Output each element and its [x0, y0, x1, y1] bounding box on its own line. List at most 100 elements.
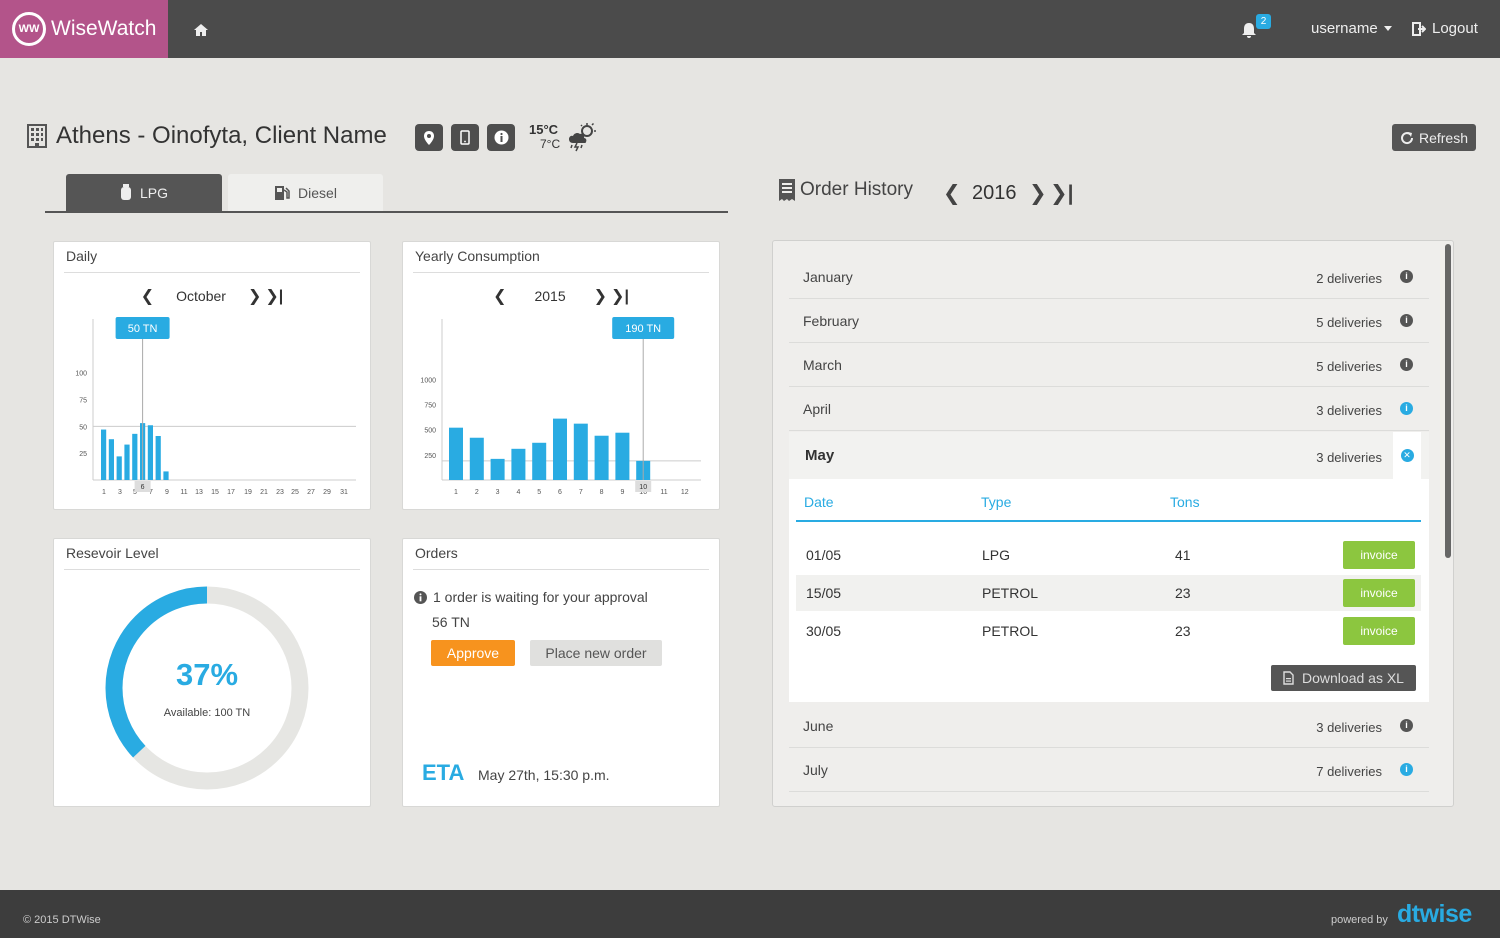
logout-link[interactable]: Logout — [1412, 20, 1478, 37]
location-button[interactable] — [415, 124, 443, 151]
month-row-july[interactable]: July 7 deliveries i — [789, 748, 1429, 792]
x-tick-label: 6 — [558, 489, 562, 496]
x-tick-label: 12 — [681, 489, 689, 496]
download-xl-label: Download as XL — [1302, 670, 1404, 686]
chart-bar — [132, 433, 138, 480]
chart-bar — [594, 435, 609, 480]
refresh-button[interactable]: Refresh — [1392, 124, 1476, 151]
file-icon — [1283, 671, 1294, 685]
temperature-low: 7°C — [540, 137, 561, 151]
delivery-count: 3 deliveries — [1316, 450, 1382, 465]
chart-bar — [469, 437, 484, 480]
cell-type: PETROL — [982, 623, 1039, 639]
order-history-panel: January 2 deliveries i February 5 delive… — [772, 240, 1454, 807]
delivery-count: 5 deliveries — [1316, 359, 1382, 374]
month-row-march[interactable]: March 5 deliveries i — [789, 343, 1429, 387]
daily-panel: Daily ❮ October ❯ ❯| 25 50 75 100 1 3 5 7 9 11 13 1… — [53, 241, 371, 510]
dtwise-logo[interactable]: dtwise — [1397, 900, 1472, 928]
reservoir-gauge: 37% Available: 100 TN — [102, 583, 312, 793]
pending-order-text: 1 order is waiting for your approval — [433, 589, 648, 605]
next-year-button[interactable]: ❯ — [593, 288, 608, 305]
info-icon[interactable]: i — [1400, 314, 1413, 327]
chart-bar — [108, 439, 114, 480]
month-row-april[interactable]: April 3 deliveries i — [789, 387, 1429, 431]
refresh-label: Refresh — [1418, 129, 1469, 146]
x-tick-label: 23 — [276, 489, 284, 496]
x-tick-label: 7 — [149, 489, 153, 496]
chart-bar — [553, 418, 567, 480]
x-tick-label: 3 — [118, 489, 122, 496]
divider — [413, 569, 709, 570]
x-tick-label: 9 — [165, 489, 169, 496]
month-row-january[interactable]: January 2 deliveries i — [789, 255, 1429, 299]
building-icon — [27, 124, 47, 148]
notification-bell-icon[interactable] — [1240, 20, 1258, 40]
tab-lpg[interactable]: LPG — [66, 174, 222, 211]
last-year-history-button[interactable]: ❯| — [1050, 182, 1074, 205]
notification-badge[interactable]: 2 — [1256, 14, 1271, 29]
yearly-period-label: 2015 — [534, 288, 566, 304]
download-xl-button[interactable]: Download as XL — [1271, 665, 1416, 691]
page-title: Athens - Oinofyta, Client Name — [26, 122, 387, 150]
next-month-button[interactable]: ❯ — [247, 288, 262, 305]
x-tick-label: 31 — [340, 489, 348, 496]
tab-lpg-label: LPG — [139, 184, 168, 201]
info-icon[interactable]: i — [1400, 270, 1413, 283]
brand-logo[interactable]: WW WiseWatch — [0, 0, 168, 58]
tab-diesel[interactable]: Diesel — [228, 174, 383, 211]
chart-bar — [124, 444, 130, 480]
month-row-may[interactable]: May 3 deliveries ✕ — [789, 432, 1429, 479]
x-tick-label: 10 — [639, 489, 647, 496]
page-title-text: Athens - Oinofyta, Client Name — [56, 122, 387, 149]
table-row: 30/05 PETROL 23 invoice — [796, 613, 1421, 649]
mobile-button[interactable] — [451, 124, 479, 151]
month-name: February — [803, 313, 860, 329]
reservoir-available: Available: 100 TN — [163, 707, 251, 719]
divider — [64, 569, 360, 570]
next-year-history-button[interactable]: ❯ — [1029, 182, 1047, 205]
chart-bar — [101, 429, 107, 480]
place-new-order-button[interactable]: Place new order — [530, 640, 662, 666]
x-tick-label: 2 — [475, 489, 479, 496]
gas-cylinder-icon — [120, 184, 131, 200]
delivery-count: 2 deliveries — [1316, 271, 1382, 286]
x-tick-label: 15 — [211, 489, 219, 496]
prev-month-button[interactable]: ❮ — [140, 288, 155, 305]
info-icon[interactable]: i — [1400, 719, 1413, 732]
month-name: May — [805, 447, 835, 464]
x-tick-label: 3 — [496, 489, 500, 496]
yearly-panel: Yearly Consumption ❮ 2015 ❯ ❯| 250 500 750… — [402, 241, 720, 510]
info-icon[interactable]: i — [1400, 358, 1413, 371]
month-row-february[interactable]: February 5 deliveries i — [789, 299, 1429, 343]
order-history-year: 2016 — [972, 182, 1017, 204]
orders-title: Orders — [415, 545, 458, 561]
prev-year-button[interactable]: ❮ — [493, 288, 507, 305]
order-history-title: Order History — [800, 179, 913, 200]
collapse-month-button[interactable]: ✕ — [1393, 432, 1421, 479]
prev-year-history-button[interactable]: ❮ — [943, 182, 961, 205]
home-icon[interactable] — [190, 19, 212, 41]
invoice-button[interactable]: invoice — [1343, 617, 1415, 645]
daily-period-nav: ❮ October ❯ ❯| — [54, 286, 370, 306]
info-icon[interactable]: i — [1400, 763, 1413, 776]
user-menu-dropdown[interactable]: username — [1311, 20, 1392, 37]
top-navbar: WW WiseWatch 2 username Logout — [0, 0, 1500, 58]
wisewatch-logo-icon: WW — [12, 12, 46, 46]
invoice-button[interactable]: invoice — [1343, 579, 1415, 607]
pending-order-message: 1 order is waiting for your approval — [414, 589, 648, 605]
cell-date: 15/05 — [806, 585, 842, 601]
last-month-button[interactable]: ❯| — [265, 288, 284, 305]
info-icon[interactable]: i — [1400, 402, 1413, 415]
month-expanded-may: May 3 deliveries ✕ Date Type Tons 01/05 … — [789, 432, 1429, 702]
yearly-period-nav: ❮ 2015 ❯ ❯| — [403, 286, 719, 306]
cell-date: 01/05 — [806, 547, 842, 563]
info-button[interactable] — [487, 124, 515, 151]
tooltip-label: 50 TN — [128, 323, 158, 335]
approve-button[interactable]: Approve — [431, 640, 515, 666]
table-row: 01/05 LPG 41 invoice — [796, 537, 1421, 573]
invoice-button[interactable]: invoice — [1343, 541, 1415, 569]
scrollbar[interactable] — [1445, 244, 1451, 558]
month-row-june[interactable]: June 3 deliveries i — [789, 704, 1429, 748]
last-year-button[interactable]: ❯| — [611, 288, 629, 305]
